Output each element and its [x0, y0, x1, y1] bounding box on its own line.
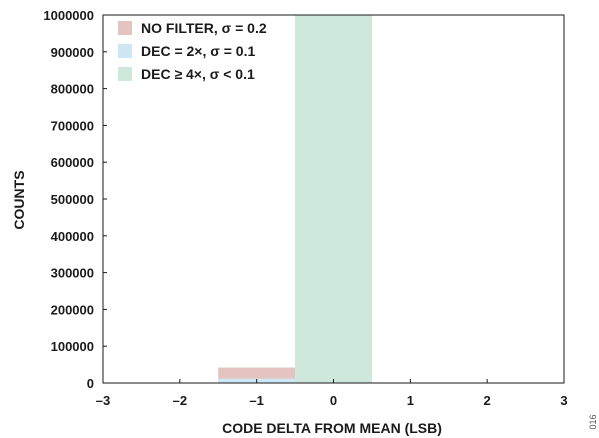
y-tick-label: 900000 [51, 45, 94, 60]
y-tick-label: 100000 [51, 339, 94, 354]
y-tick-label: 0 [87, 376, 94, 391]
y-tick-label: 400000 [51, 229, 94, 244]
x-tick-label: –1 [249, 393, 263, 408]
y-tick-label: 500000 [51, 192, 94, 207]
y-tick-label: 600000 [51, 155, 94, 170]
legend-label: DEC = 2×, σ = 0.1 [141, 43, 255, 59]
bar-series-3-x-0 [295, 15, 372, 383]
y-tick-label: 1000000 [43, 8, 94, 23]
legend-swatch [118, 44, 132, 58]
legend-swatch [118, 67, 132, 81]
legend: NO FILTER, σ = 0.2 DEC = 2×, σ = 0.1 DEC ≥… [118, 20, 267, 82]
ticks-layer: –3 –2 –1 0 1 2 3 0 100000 200000 300000 400000 50000… [43, 8, 567, 408]
y-tick-label: 200000 [51, 302, 94, 317]
legend-swatch [118, 21, 132, 35]
legend-label: DEC ≥ 4×, σ < 0.1 [141, 66, 255, 82]
y-tick-label: 300000 [51, 266, 94, 281]
y-tick-label: 700000 [51, 118, 94, 133]
x-tick-label: –2 [173, 393, 187, 408]
y-axis-title: COUNTS [11, 170, 27, 229]
bars-layer [218, 15, 372, 383]
figure-id: 016 [588, 414, 598, 429]
x-tick-label: 1 [407, 393, 414, 408]
x-tick-label: 2 [484, 393, 491, 408]
x-tick-label: –3 [96, 393, 110, 408]
legend-label: NO FILTER, σ = 0.2 [141, 20, 267, 36]
x-tick-label: 3 [560, 393, 567, 408]
y-tick-label: 800000 [51, 82, 94, 97]
x-tick-label: 0 [330, 393, 337, 408]
x-axis-title: CODE DELTA FROM MEAN (LSB) [222, 420, 442, 436]
